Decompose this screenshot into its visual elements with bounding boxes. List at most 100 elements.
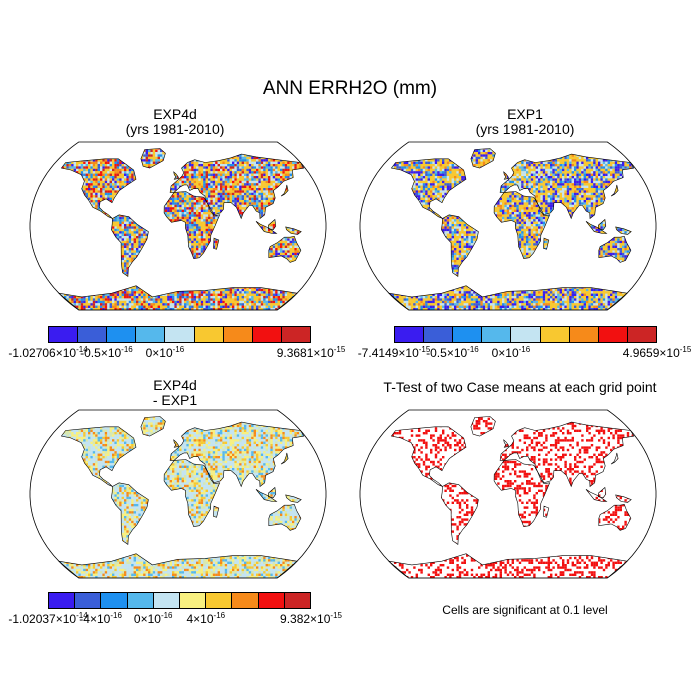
coastline bbox=[610, 184, 619, 197]
coastline bbox=[585, 221, 608, 234]
panel-title-exp1-line1: EXP1 bbox=[395, 107, 655, 122]
coastline bbox=[163, 459, 221, 528]
colorbar-swatch bbox=[101, 593, 128, 608]
colorbar-tick-label: -1.02037×10-14 bbox=[8, 611, 87, 626]
colorbar-tick-label: -0.5×10-16 bbox=[80, 345, 133, 360]
coastline bbox=[169, 153, 305, 220]
colorbar-exp1 bbox=[394, 326, 657, 343]
map-diff bbox=[29, 409, 327, 579]
colorbar-swatch bbox=[49, 327, 79, 342]
coastline bbox=[268, 235, 302, 263]
colorbar-swatch bbox=[284, 593, 311, 608]
coastline bbox=[441, 214, 479, 277]
colorbar-tick-label: 0×10-16 bbox=[492, 345, 531, 360]
colorbar-tick-label: 9.382×10-15 bbox=[280, 611, 342, 626]
coastline bbox=[499, 421, 635, 488]
colorbar-swatch bbox=[107, 327, 137, 342]
colorbar-tick-label: -1.02706×10-14 bbox=[8, 345, 87, 360]
colorbar-tick-label: 4.9659×10-15 bbox=[623, 345, 692, 360]
coastline bbox=[268, 503, 302, 531]
map-border bbox=[359, 141, 657, 311]
coastline bbox=[503, 171, 510, 180]
coastline bbox=[140, 148, 166, 169]
coastline bbox=[111, 214, 149, 277]
colorbar-tick-label: -4×10-16 bbox=[79, 611, 122, 626]
coastline bbox=[543, 237, 550, 250]
coastline bbox=[173, 171, 180, 180]
panel-title-diff: EXP4d - EXP1 bbox=[45, 378, 305, 408]
coastline bbox=[169, 421, 305, 488]
colorbar-swatch bbox=[281, 327, 310, 342]
colorbar-swatch bbox=[252, 327, 282, 342]
colorbar-swatch bbox=[453, 327, 483, 342]
colorbar-swatch bbox=[153, 593, 181, 608]
coastline bbox=[60, 158, 137, 219]
colorbar-swatch bbox=[127, 593, 154, 608]
map-border bbox=[29, 141, 327, 311]
coastline bbox=[111, 482, 149, 545]
coastline bbox=[470, 416, 496, 437]
colorbar-exp4d bbox=[48, 326, 311, 343]
coastline bbox=[615, 494, 632, 503]
coastline bbox=[598, 503, 632, 531]
panel-title-ttest: T-Test of two Case means at each grid po… bbox=[350, 380, 690, 395]
panel-title-diff-line1: EXP4d bbox=[45, 378, 305, 393]
map-border bbox=[29, 409, 327, 579]
coastline bbox=[499, 153, 635, 220]
colorbar-tick-label: -7.4149×10-15 bbox=[358, 345, 431, 360]
coastline bbox=[280, 452, 289, 465]
coastline bbox=[285, 494, 302, 503]
colorbar-swatch bbox=[206, 593, 233, 608]
colorbar-swatch bbox=[49, 593, 76, 608]
coastline bbox=[493, 191, 551, 260]
panel-title-exp4d-line2: (yrs 1981-2010) bbox=[45, 122, 305, 137]
colorbar-tick-label: -0.5×10-16 bbox=[426, 345, 479, 360]
coastline bbox=[503, 439, 510, 448]
coastline bbox=[268, 486, 277, 499]
map-ttest bbox=[359, 409, 657, 579]
colorbar-swatch bbox=[232, 593, 259, 608]
panel-title-diff-line2: - EXP1 bbox=[45, 393, 305, 408]
coastline bbox=[140, 416, 166, 437]
coastline bbox=[213, 237, 220, 250]
coastline bbox=[390, 158, 467, 219]
main-title: ANN ERRH2O (mm) bbox=[0, 78, 700, 100]
colorbar-swatch bbox=[136, 327, 166, 342]
map-exp4d bbox=[29, 141, 327, 311]
coastline bbox=[173, 439, 180, 448]
colorbar-diff bbox=[48, 592, 311, 609]
coastline bbox=[598, 235, 632, 263]
map-exp1 bbox=[359, 141, 657, 311]
map-border bbox=[359, 409, 657, 579]
coastline bbox=[610, 452, 619, 465]
coastline bbox=[255, 221, 278, 234]
coastline bbox=[585, 489, 608, 502]
panel-title-exp1: EXP1 (yrs 1981-2010) bbox=[395, 107, 655, 137]
coastline bbox=[213, 505, 220, 518]
colorbar-swatch bbox=[569, 327, 599, 342]
colorbar-swatch bbox=[194, 327, 224, 342]
colorbar-swatch bbox=[424, 327, 454, 342]
colorbar-swatch bbox=[258, 593, 285, 608]
ttest-note: Cells are significant at 0.1 level bbox=[400, 603, 650, 617]
coastline bbox=[255, 489, 278, 502]
colorbar-swatch bbox=[180, 593, 207, 608]
coastline bbox=[615, 226, 632, 235]
coastline bbox=[598, 218, 607, 231]
panel-title-exp4d: EXP4d (yrs 1981-2010) bbox=[45, 107, 305, 137]
colorbar-swatch bbox=[75, 593, 102, 608]
coastline bbox=[470, 148, 496, 169]
colorbar-tick-label: 0×10-16 bbox=[134, 611, 173, 626]
panel-title-ttest-line1: T-Test of two Case means at each grid po… bbox=[350, 380, 690, 395]
colorbar-swatch bbox=[511, 327, 541, 342]
coastline bbox=[280, 184, 289, 197]
coastline bbox=[60, 426, 137, 487]
coastline bbox=[441, 482, 479, 545]
coastline bbox=[163, 191, 221, 260]
coastline bbox=[285, 226, 302, 235]
coastline bbox=[268, 218, 277, 231]
colorbar-swatch bbox=[598, 327, 628, 342]
colorbar-swatch bbox=[627, 327, 656, 342]
coastline bbox=[543, 505, 550, 518]
colorbar-tick-label: 9.3681×10-15 bbox=[277, 345, 346, 360]
